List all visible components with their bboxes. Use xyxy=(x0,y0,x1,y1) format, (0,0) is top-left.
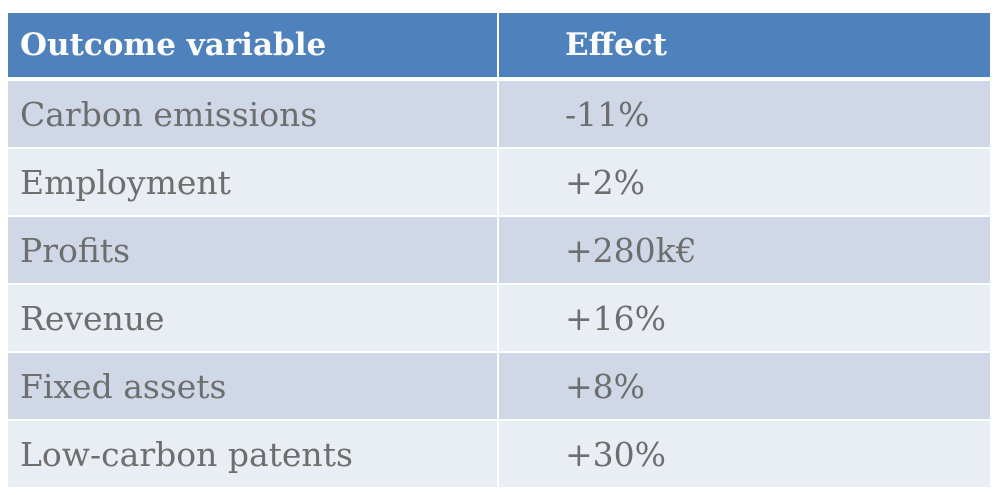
table-header-row: Outcome variable Effect xyxy=(8,13,990,81)
header-effect: Effect xyxy=(498,13,990,81)
table-row: Low-carbon patents +30% xyxy=(8,420,990,489)
outcome-cell: Fixed assets xyxy=(8,352,499,421)
outcome-cell: Profits xyxy=(8,216,499,285)
outcome-cell: Employment xyxy=(8,148,499,217)
table-row: Carbon emissions -11% xyxy=(8,79,990,149)
outcome-cell: Low-carbon patents xyxy=(8,420,499,489)
outcome-cell: Carbon emissions xyxy=(8,79,499,149)
effect-cell: +8% xyxy=(498,352,990,421)
table-row: Revenue +16% xyxy=(8,284,990,353)
results-table: Outcome variable Effect Carbon emissions… xyxy=(8,13,990,489)
table-row: Employment +2% xyxy=(8,148,990,217)
table-row: Profits +280k€ xyxy=(8,216,990,285)
table-row: Fixed assets +8% xyxy=(8,352,990,421)
results-table-container: Outcome variable Effect Carbon emissions… xyxy=(8,13,990,489)
header-outcome-variable: Outcome variable xyxy=(8,13,499,81)
effect-cell: +280k€ xyxy=(498,216,990,285)
effect-cell: +2% xyxy=(498,148,990,217)
effect-cell: +30% xyxy=(498,420,990,489)
outcome-cell: Revenue xyxy=(8,284,499,353)
effect-cell: -11% xyxy=(498,79,990,149)
effect-cell: +16% xyxy=(498,284,990,353)
